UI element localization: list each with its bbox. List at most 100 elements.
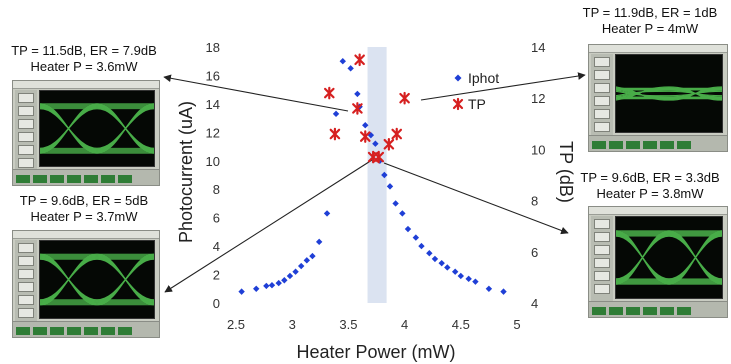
iphot-point [381,171,388,179]
iphot-point [286,272,294,280]
y-left-tick-label: 4 [213,239,220,254]
scope-sidebar [591,54,613,135]
iphot-point [426,250,433,257]
y-left-tick-label: 18 [206,40,220,55]
iphot-point [444,264,451,271]
y-left-tick-label: 2 [213,268,220,283]
scope-sidebar [15,240,37,321]
tp-point [373,150,385,164]
scope-screenshot-top-left [12,80,160,186]
y-right-tick-label: 12 [531,91,545,106]
iphot-point [418,242,425,250]
tp-point [354,53,365,67]
y-axis-label-left: Photocurrent (uA) [176,101,196,243]
iphot-point [297,262,305,270]
iphot-point [392,200,399,207]
iphot-point [303,257,311,264]
y-left-tick-label: 0 [213,296,220,311]
annotation-bottom-right: TP = 9.6dB, ER = 3.3dB Heater P = 3.8mW [570,170,730,202]
iphot-point [332,110,340,118]
annotation-bottom-right-line1: TP = 9.6dB, ER = 3.3dB [580,170,720,185]
iphot-point [372,140,379,147]
eye-trace [616,86,722,101]
x-tick-label: 5 [513,317,520,332]
iphot-point [386,183,394,190]
annotation-bottom-right-line2: Heater P = 3.8mW [596,186,704,201]
iphot-point [323,210,331,217]
scope-toolbar [589,301,727,317]
y-left-tick-label: 12 [206,125,220,140]
tp-point [399,91,410,105]
y-left-tick-label: 14 [206,97,220,112]
scope-menubar [589,207,727,215]
x-axis-label: Heater Power (mW) [296,342,455,362]
annotation-top-right: TP = 11.9dB, ER = 1dB Heater P = 4mW [570,5,730,37]
eye-diagram-display [615,54,723,133]
iphot-point [457,272,464,280]
tp-point [323,86,335,100]
scope-screenshot-top-right [588,44,728,152]
scope-sidebar [591,216,613,301]
annotation-top-left-line1: TP = 11.5dB, ER = 7.9dB [11,43,157,58]
legend-label-tp: TP [468,96,486,112]
scope-screenshot-bottom-right [588,206,728,318]
iphot-point [451,268,459,275]
scope-screenshot-bottom-left [12,230,160,338]
y-left-tick-label: 6 [213,211,220,226]
iphot-point [500,288,507,295]
iphot-point [362,122,369,129]
annotation-arrow-1 [163,74,349,112]
tp-point [383,137,395,151]
y-left-tick-label: 16 [206,68,220,83]
annotation-bottom-left: TP = 9.6dB, ER = 5dB Heater P = 3.7mW [4,193,164,225]
y-right-tick-label: 10 [531,142,545,157]
x-tick-label: 3.5 [339,317,357,332]
iphot-point [465,275,472,283]
iphot-point [404,225,412,233]
tp-point [391,127,403,141]
annotation-top-right-line2: Heater P = 4mW [601,21,699,36]
scope-menubar [13,81,159,89]
eye-trace [40,103,154,154]
y-right-tick-label: 4 [531,296,538,311]
legend-marker-tp [452,97,464,111]
x-tick-label: 4.5 [452,317,470,332]
scope-menubar [589,45,727,53]
legend-label-iphot: Iphot [468,70,499,86]
iphot-point [253,285,260,292]
y-right-tick-label: 8 [531,194,538,209]
x-tick-label: 3 [289,317,296,332]
y-right-tick-label: 14 [531,40,545,55]
eye-trace [616,230,722,285]
y-left-tick-label: 10 [206,154,220,169]
iphot-point [281,277,288,284]
highlight-band [367,47,387,303]
iphot-point [238,288,245,295]
iphot-point [431,255,439,263]
annotation-top-right-line1: TP = 11.9dB, ER = 1dB [582,5,718,20]
annotation-top-left: TP = 11.5dB, ER = 7.9dB Heater P = 3.6mW [4,43,164,75]
annotation-arrow-4 [383,162,569,235]
iphot-point [472,278,479,285]
iphot-point [309,252,316,260]
iphot-point [347,65,354,72]
iphot-point [399,210,406,217]
iphot-point [292,268,299,275]
eye-diagram-display [615,216,723,299]
iphot-point [354,90,361,98]
tp-point [352,102,363,115]
y-right-tick-label: 6 [531,245,538,260]
x-tick-label: 4 [401,317,408,332]
eye-trace [40,253,154,306]
annotation-top-left-line2: Heater P = 3.6mW [30,59,138,74]
iphot-point [485,285,493,292]
x-tick-label: 2.5 [227,317,245,332]
annotation-arrow-2 [164,159,373,293]
iphot-point [268,282,276,289]
annotation-arrow-3 [420,72,586,101]
scope-toolbar [13,321,159,337]
annotation-bottom-left-line1: TP = 9.6dB, ER = 5dB [19,193,149,208]
scope-toolbar [589,135,727,151]
tp-point [329,127,341,141]
